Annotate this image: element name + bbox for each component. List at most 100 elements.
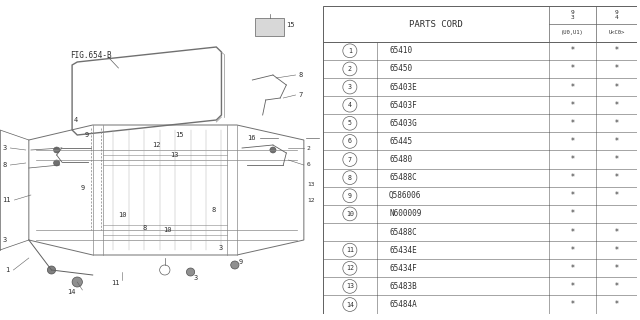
Text: 1: 1 (348, 48, 352, 54)
Text: 6: 6 (348, 139, 352, 144)
Text: 15: 15 (286, 22, 295, 28)
Text: 13: 13 (346, 284, 354, 289)
Text: 3: 3 (218, 245, 223, 251)
Text: *: * (571, 228, 575, 236)
Text: 65434E: 65434E (389, 246, 417, 255)
Circle shape (270, 147, 276, 153)
Text: 10: 10 (163, 227, 172, 233)
Text: *: * (571, 155, 575, 164)
Text: 5: 5 (348, 120, 352, 126)
Text: 65410: 65410 (389, 46, 412, 55)
Text: 65445: 65445 (389, 137, 412, 146)
Text: 10: 10 (118, 212, 127, 218)
Text: 2: 2 (307, 146, 310, 150)
Text: *: * (571, 137, 575, 146)
Text: 10: 10 (346, 211, 354, 217)
Circle shape (231, 261, 239, 269)
Text: 7: 7 (348, 156, 352, 163)
Text: 8: 8 (142, 225, 147, 231)
Circle shape (186, 268, 195, 276)
Text: *: * (571, 173, 575, 182)
Text: 15: 15 (175, 132, 184, 138)
Text: *: * (614, 83, 618, 92)
Text: *: * (614, 228, 618, 236)
Text: *: * (614, 282, 618, 291)
Text: *: * (614, 46, 618, 55)
Text: *: * (571, 46, 575, 55)
Text: 65434F: 65434F (389, 264, 417, 273)
Text: 13: 13 (307, 182, 314, 188)
Circle shape (47, 266, 56, 274)
Text: 11: 11 (346, 247, 354, 253)
Text: 9: 9 (81, 185, 84, 191)
Text: 7: 7 (299, 92, 303, 98)
Text: 11: 11 (111, 280, 120, 286)
Text: 65483B: 65483B (389, 282, 417, 291)
Text: 65488C: 65488C (389, 173, 417, 182)
Text: 12: 12 (307, 197, 314, 203)
Text: *: * (571, 83, 575, 92)
Text: 3: 3 (348, 84, 352, 90)
Text: 8: 8 (348, 175, 352, 181)
Text: *: * (571, 209, 575, 219)
Text: *: * (571, 282, 575, 291)
Text: 3: 3 (2, 237, 6, 243)
Text: *: * (571, 101, 575, 110)
Text: 8: 8 (299, 72, 303, 78)
Text: 3: 3 (194, 275, 198, 281)
Text: *: * (614, 264, 618, 273)
Text: 12: 12 (346, 265, 354, 271)
Text: 12: 12 (152, 142, 161, 148)
Text: *: * (614, 173, 618, 182)
Text: 3: 3 (2, 145, 6, 151)
Text: 4: 4 (74, 117, 79, 123)
Text: PARTS CORD: PARTS CORD (409, 20, 463, 28)
Text: Q586006: Q586006 (389, 191, 421, 200)
Text: *: * (571, 64, 575, 73)
Text: 65484A: 65484A (389, 300, 417, 309)
Text: 13: 13 (170, 152, 179, 158)
Text: 11: 11 (2, 197, 10, 203)
Text: *: * (614, 101, 618, 110)
Text: 8: 8 (211, 207, 216, 213)
Text: *: * (571, 191, 575, 200)
Text: (U0,U1): (U0,U1) (561, 30, 584, 36)
Text: 14: 14 (346, 301, 354, 308)
Text: 65450: 65450 (389, 64, 412, 73)
Text: 9: 9 (84, 132, 89, 138)
Circle shape (72, 277, 83, 287)
Circle shape (54, 160, 60, 166)
Text: FIG.654-B: FIG.654-B (70, 51, 111, 60)
Text: 9: 9 (348, 193, 352, 199)
Text: *: * (614, 191, 618, 200)
Text: N600009: N600009 (389, 209, 421, 219)
Text: 65480: 65480 (389, 155, 412, 164)
Text: 9
4: 9 4 (614, 11, 618, 20)
Text: 9
3: 9 3 (571, 11, 574, 20)
Text: *: * (614, 246, 618, 255)
Text: U<C0>: U<C0> (608, 30, 625, 36)
Text: 1: 1 (5, 267, 10, 273)
Text: *: * (614, 155, 618, 164)
Text: 9: 9 (239, 259, 243, 265)
Text: *: * (571, 264, 575, 273)
Text: 16: 16 (247, 135, 256, 141)
Circle shape (54, 147, 60, 153)
Text: 14: 14 (67, 289, 76, 295)
Text: 6: 6 (307, 163, 310, 167)
Text: 65403G: 65403G (389, 119, 417, 128)
Text: *: * (571, 246, 575, 255)
Text: *: * (614, 300, 618, 309)
Text: *: * (614, 137, 618, 146)
Text: *: * (571, 119, 575, 128)
Text: 65403F: 65403F (389, 101, 417, 110)
Text: 4: 4 (348, 102, 352, 108)
Text: 65403E: 65403E (389, 83, 417, 92)
Text: *: * (614, 64, 618, 73)
Text: *: * (571, 300, 575, 309)
Text: 2: 2 (348, 66, 352, 72)
Bar (255, 18, 284, 36)
Text: *: * (614, 119, 618, 128)
Text: 65488C: 65488C (389, 228, 417, 236)
Text: 8: 8 (2, 162, 6, 168)
